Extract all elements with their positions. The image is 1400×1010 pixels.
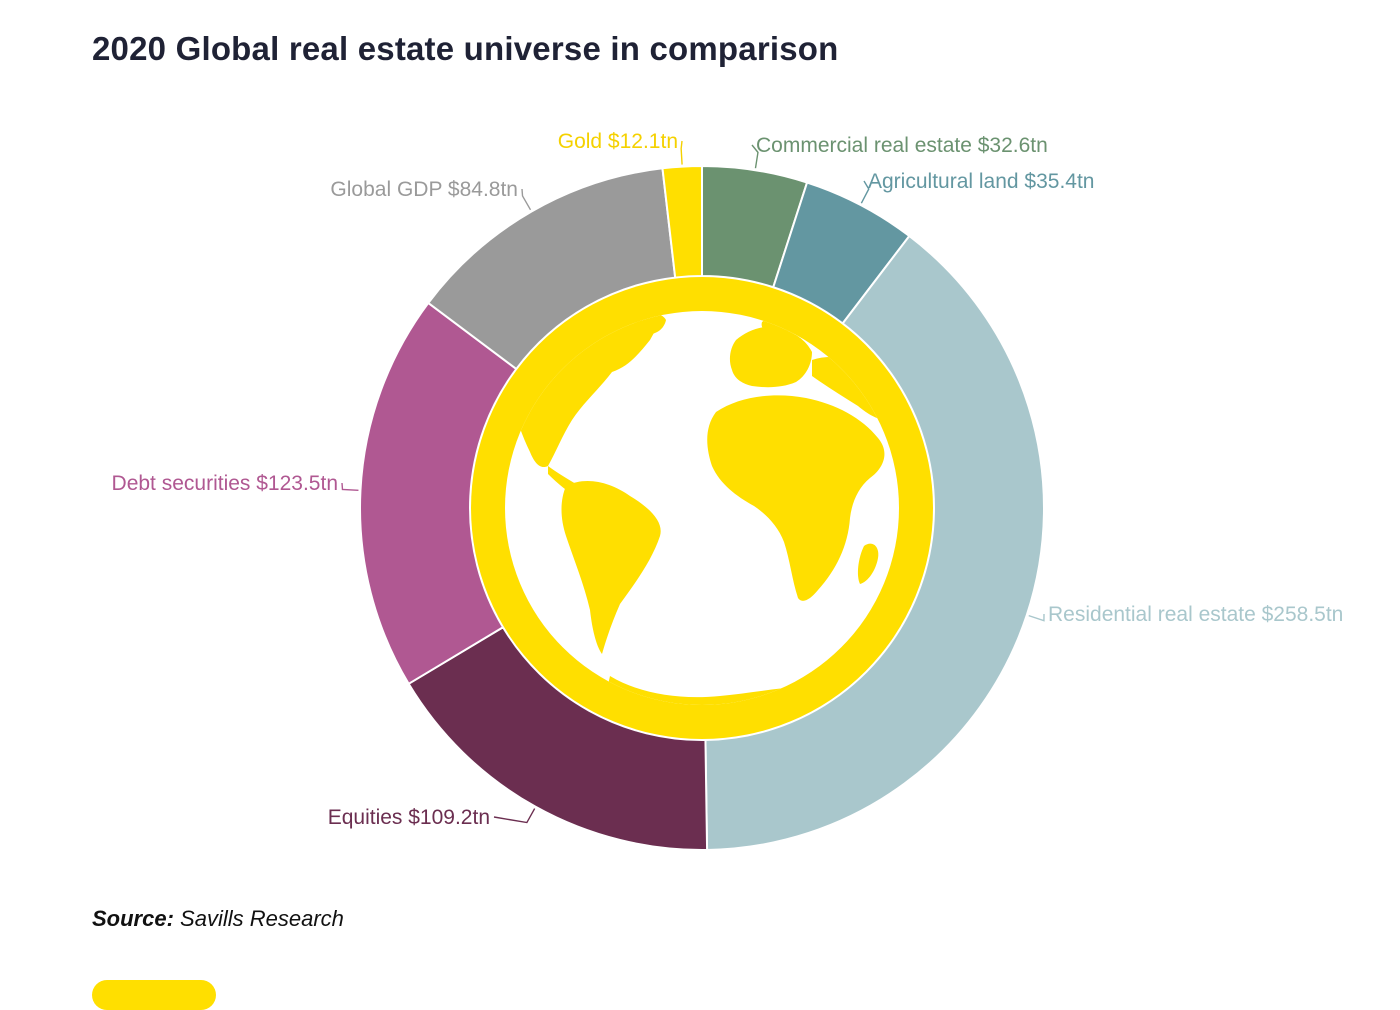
leader-line-commercial-real-estate [751,144,759,169]
slice-residential-real-estate [704,234,1045,851]
slice-debt-securities [359,301,518,686]
leader-line-gold [680,140,683,165]
leader-line-residential-real-estate [1028,613,1045,622]
source-note: Source: Savills Research [92,906,344,932]
chart-title: 2020 Global real estate universe in comp… [92,30,839,67]
label-debt-securities: Debt securities $123.5tn [112,472,338,495]
label-residential-real-estate: Residential real estate $258.5tn [1048,603,1343,626]
donut-chart: Commercial real estate $32.6tn Agricultur… [112,130,1344,851]
leader-line-equities [493,808,536,824]
label-global-gdp: Global GDP $84.8tn [330,178,518,201]
globe-center [471,277,933,739]
slice-gold [661,164,703,279]
label-commercial-real-estate: Commercial real estate $32.6tn [756,134,1048,157]
donut-slices [359,164,1045,851]
europe-shape [729,326,812,388]
north-america-shape [512,320,660,468]
slice-labels: Commercial real estate $32.6tn Agricultur… [112,130,1344,829]
leader-line-debt-securities [341,482,359,491]
leader-line-agricultural-land [860,180,870,204]
south-america-shape [561,481,661,654]
label-gold: Gold $12.1tn [558,130,678,153]
africa-shape [707,395,885,601]
source-text: Savills Research [180,906,344,931]
madagascar-shape [857,543,879,584]
decorative-pill [92,980,216,1010]
label-agricultural-land: Agricultural land $35.4tn [868,170,1094,193]
label-equities: Equities $109.2tn [328,806,490,829]
source-prefix: Source: [92,906,174,931]
leader-line-global-gdp [521,188,532,211]
